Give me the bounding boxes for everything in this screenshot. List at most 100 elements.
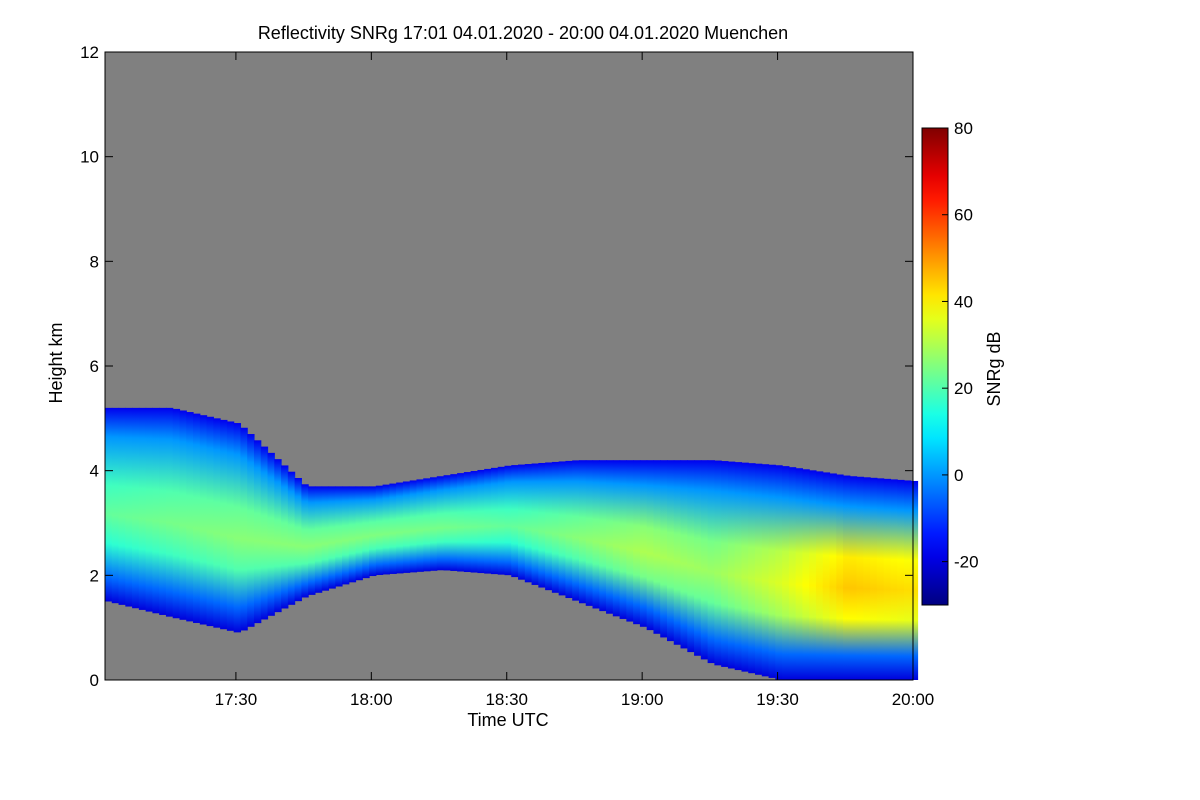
cloud-column: [903, 480, 912, 680]
cloud-column: [721, 461, 729, 667]
cloud-column: [843, 475, 851, 680]
x-tick-label: 17:30: [215, 690, 258, 709]
cloud-column: [518, 464, 526, 580]
cloud-column: [457, 473, 465, 572]
cloud-layer: [105, 407, 919, 680]
cloud-column: [409, 480, 418, 573]
cloud-column: [240, 427, 248, 631]
cloud-column: [870, 477, 878, 680]
cloud-column: [436, 476, 445, 571]
cloud-column: [423, 478, 431, 572]
cloud-column: [653, 460, 661, 634]
cloud-column: [199, 415, 208, 625]
y-tick-label: 2: [90, 566, 99, 585]
cloud-column: [186, 412, 194, 622]
colorbar-tick-label: 60: [954, 206, 973, 225]
cloud-column: [504, 465, 512, 576]
colorbar: -20 0 20 40 60 80: [921, 119, 979, 606]
colorbar-gradient: [921, 127, 949, 606]
cloud-column: [734, 462, 743, 671]
y-tick-label: 0: [90, 671, 99, 690]
cloud-column: [876, 478, 885, 680]
cloud-column: [538, 462, 546, 588]
colorbar-tick-label: 0: [954, 466, 963, 485]
cloud-column: [578, 460, 587, 604]
cloud-column: [396, 482, 404, 574]
cloud-column: [531, 463, 539, 585]
y-tick-label: 12: [80, 43, 99, 62]
cloud-column: [599, 460, 607, 612]
cloud-column: [897, 479, 905, 680]
cloud-column: [226, 421, 235, 631]
cloud-column: [755, 463, 763, 675]
cloud-column: [741, 462, 749, 672]
cloud-column: [748, 463, 756, 674]
cloud-column: [565, 460, 573, 599]
cloud-column: [585, 460, 594, 606]
cloud-column: [375, 485, 384, 575]
cloud-column: [727, 461, 736, 669]
y-tick-label: 4: [90, 462, 99, 481]
cloud-column: [673, 460, 682, 645]
cloud-column: [111, 407, 120, 604]
cloud-column: [829, 473, 837, 680]
cloud-column: [511, 465, 519, 578]
cloud-column: [362, 486, 370, 579]
cloud-column: [193, 413, 201, 623]
cloud-column: [836, 474, 844, 680]
cloud-column: [646, 460, 655, 631]
colorbar-label: SNRg dB: [984, 331, 1004, 406]
x-tick-label: 18:30: [485, 690, 528, 709]
cloud-column: [795, 468, 804, 680]
cloud-column: [314, 486, 323, 593]
cloud-column: [430, 477, 438, 571]
cloud-column: [484, 468, 492, 574]
cloud-column: [301, 484, 309, 598]
cloud-column: [633, 460, 641, 625]
cloud-column: [477, 469, 485, 574]
cloud-column: [463, 472, 472, 573]
cloud-column: [125, 407, 133, 607]
cloud-column: [321, 486, 330, 591]
cloud-column: [152, 407, 160, 614]
cloud-column: [328, 486, 336, 589]
cloud-column: [572, 460, 580, 601]
cloud-column: [694, 460, 702, 656]
cloud-column: [308, 486, 316, 595]
cloud-column: [132, 407, 140, 609]
cloud-column: [545, 462, 553, 591]
cloud-column: [335, 486, 343, 587]
cloud-column: [890, 479, 898, 680]
cloud-column: [619, 460, 627, 619]
x-axis: 17:30 18:00 18:30 19:00 19:30 20:00: [215, 52, 935, 709]
cloud-column: [294, 477, 302, 602]
cloud-column: [775, 465, 783, 680]
plot-area: [104, 51, 919, 681]
cloud-column: [159, 407, 167, 615]
cloud-column: [206, 416, 214, 627]
cloud-column: [680, 460, 688, 649]
cloud-column: [369, 486, 377, 577]
cloud-column: [815, 471, 824, 680]
cloud-column: [822, 472, 831, 680]
cloud-column: [551, 461, 560, 593]
cloud-column: [443, 475, 451, 571]
cloud-column: [524, 464, 533, 583]
cloud-column: [626, 460, 634, 622]
cloud-column: [883, 478, 892, 680]
cloud-column: [761, 464, 770, 677]
cloud-column: [355, 486, 363, 581]
cloud-column: [253, 440, 262, 624]
cloud-column: [233, 423, 242, 633]
cloud-column: [809, 470, 817, 680]
cloud-column: [497, 466, 506, 575]
x-tick-label: 18:00: [350, 690, 393, 709]
x-axis-label: Time UTC: [467, 710, 548, 730]
colorbar-tick-label: 20: [954, 379, 973, 398]
x-tick-label: 20:00: [892, 690, 935, 709]
cloud-column: [606, 460, 614, 614]
cloud-column: [105, 407, 113, 602]
cloud-column: [260, 446, 269, 620]
cloud-column: [402, 481, 411, 573]
cloud-column: [382, 484, 390, 575]
